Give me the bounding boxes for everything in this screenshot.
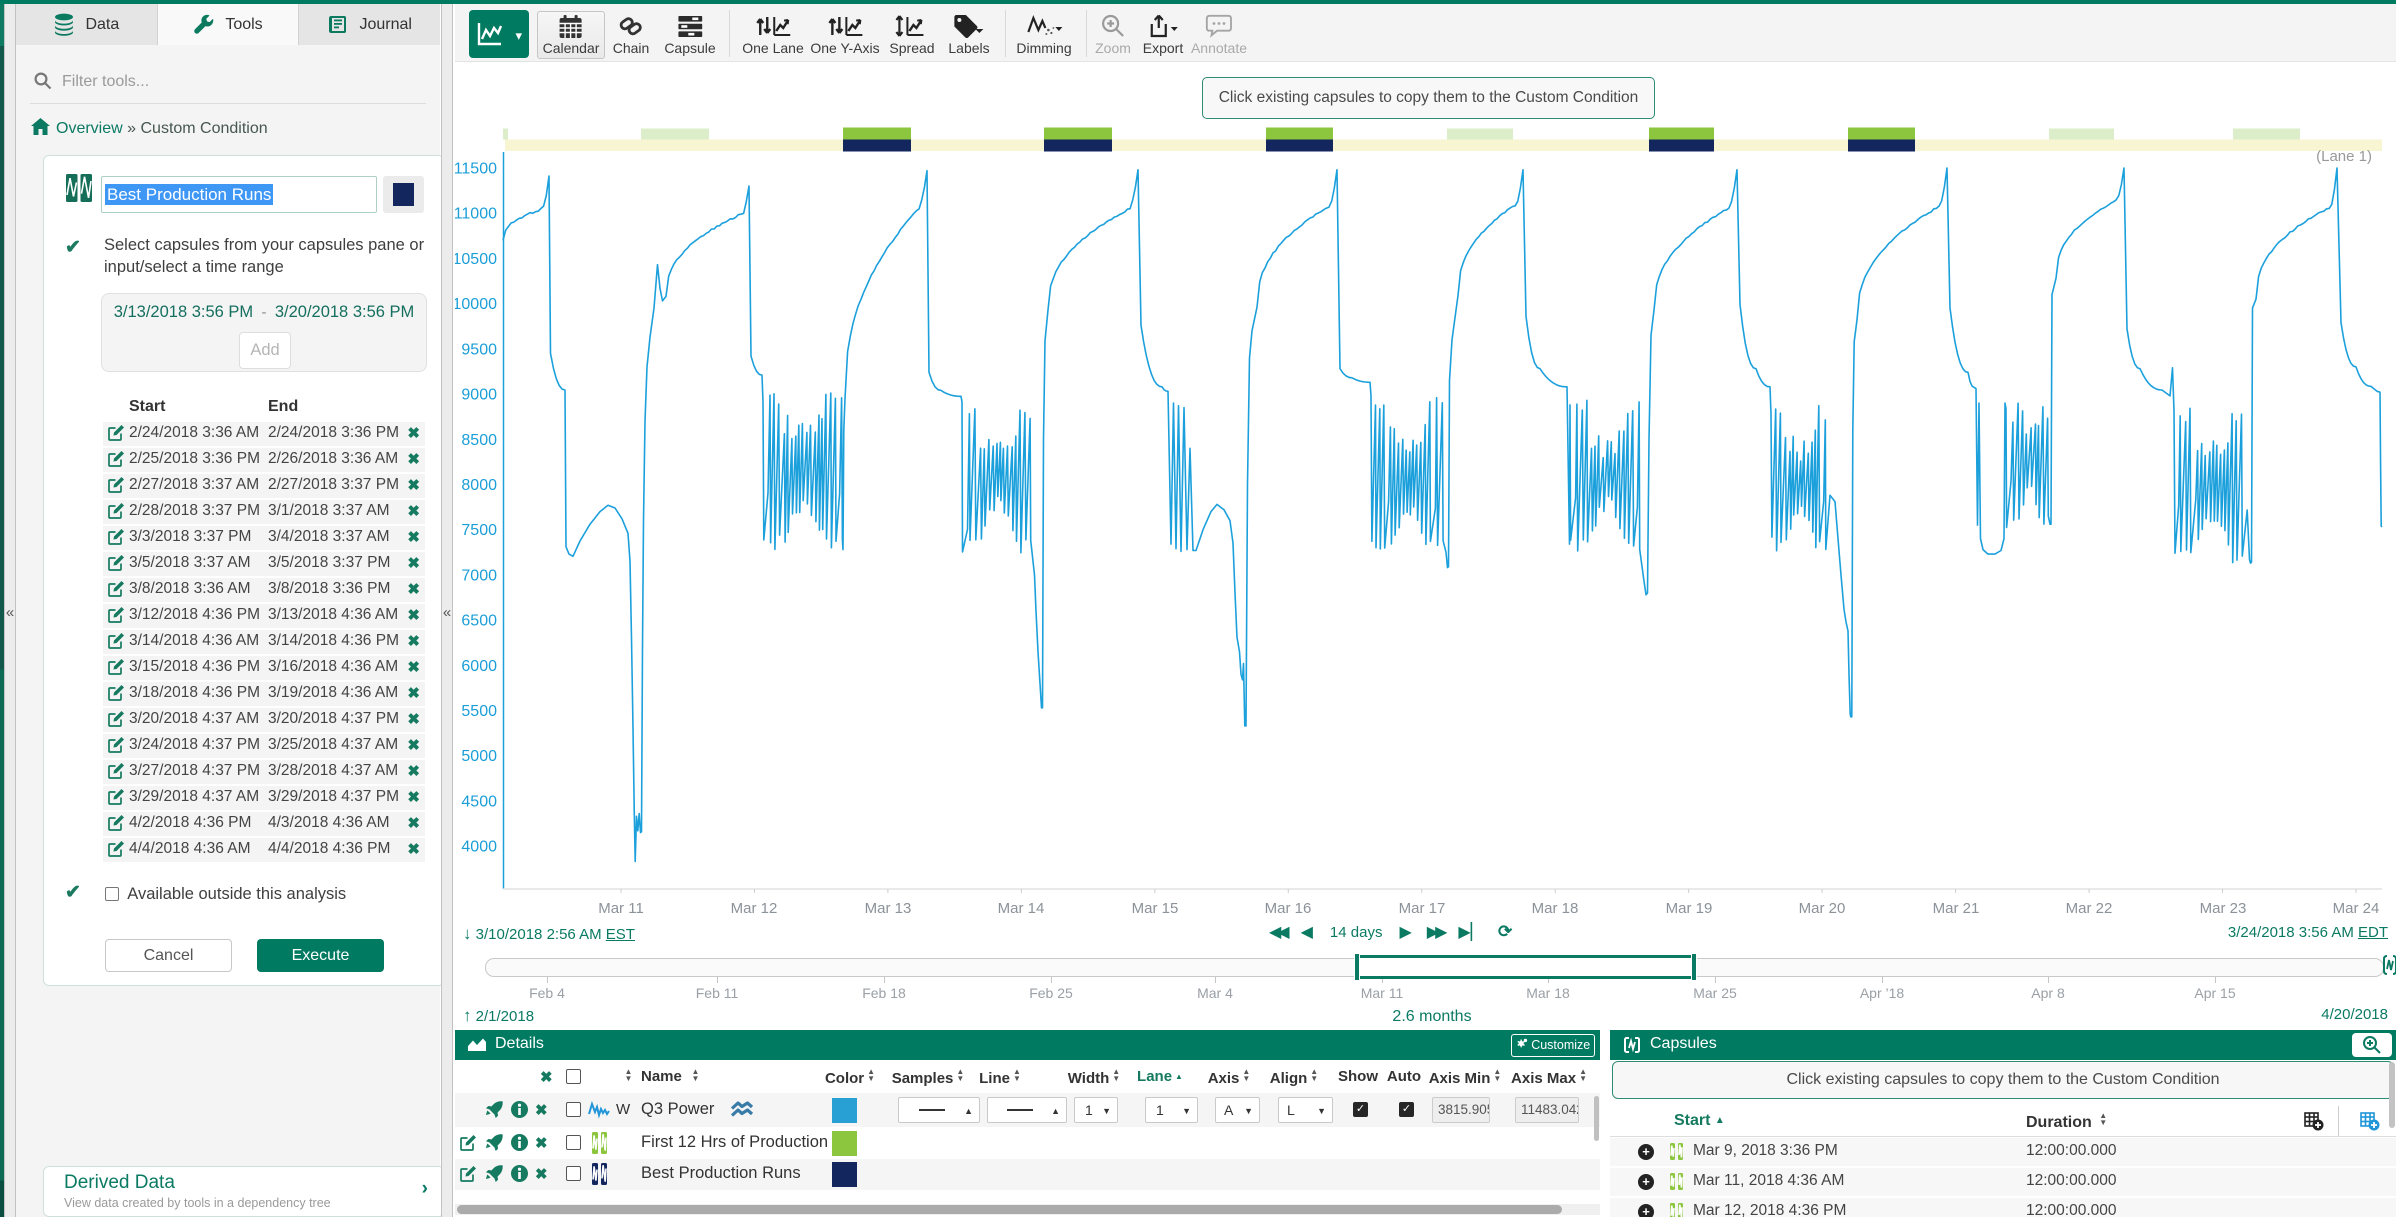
- svg-text:8000: 8000: [461, 477, 497, 494]
- svg-text:4500: 4500: [461, 793, 497, 810]
- svg-text:10000: 10000: [455, 296, 497, 313]
- svg-text:6000: 6000: [461, 658, 497, 675]
- svg-text:6500: 6500: [461, 613, 497, 630]
- svg-text:7000: 7000: [461, 567, 497, 584]
- svg-text:8500: 8500: [461, 432, 497, 449]
- svg-text:7500: 7500: [461, 522, 497, 539]
- svg-text:5000: 5000: [461, 748, 497, 765]
- svg-text:11000: 11000: [455, 206, 497, 223]
- svg-text:(Lane 1): (Lane 1): [2316, 148, 2372, 165]
- svg-text:9500: 9500: [461, 341, 497, 358]
- svg-text:10500: 10500: [455, 251, 497, 268]
- svg-text:11500: 11500: [455, 161, 497, 178]
- svg-text:4000: 4000: [461, 839, 497, 856]
- svg-text:9000: 9000: [461, 387, 497, 404]
- svg-text:5500: 5500: [461, 703, 497, 720]
